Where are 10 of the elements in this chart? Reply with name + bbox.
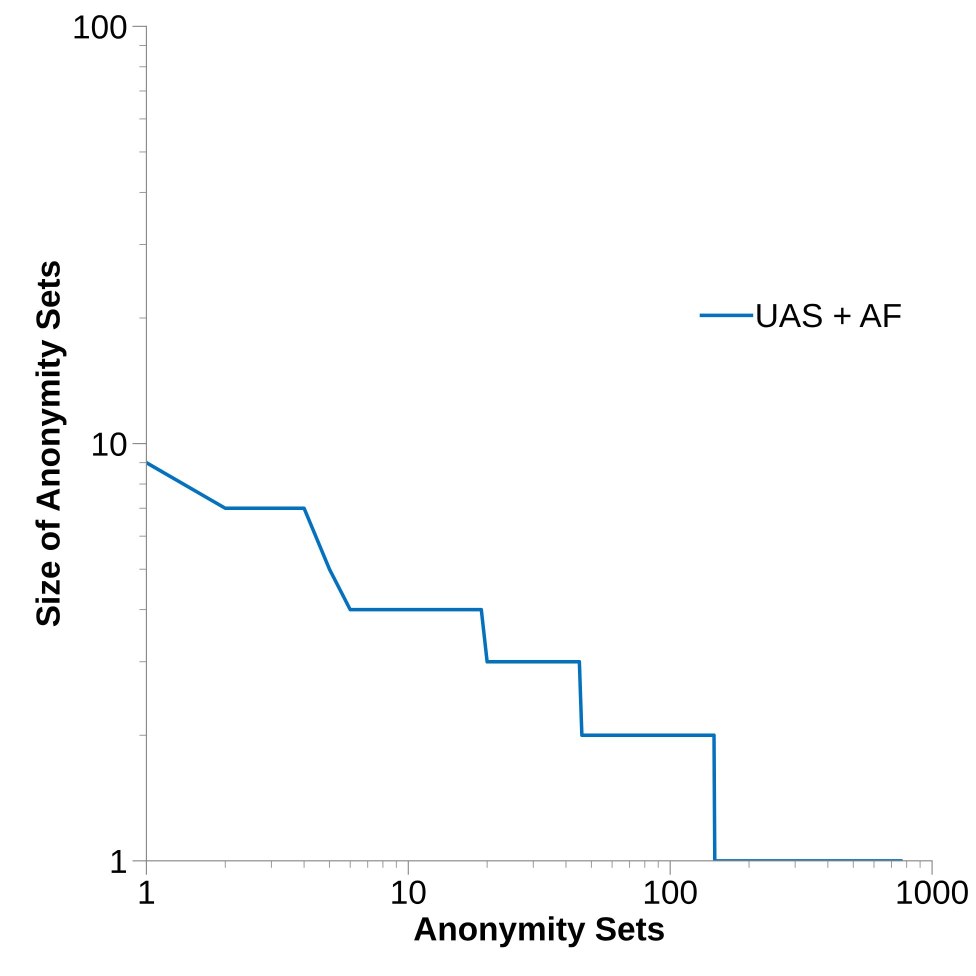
y-tick-label: 1 bbox=[112, 850, 126, 873]
x-tick-label: 1000 bbox=[898, 880, 968, 904]
y-axis-title: Size of Anonymity Sets bbox=[35, 261, 66, 626]
x-axis-title: Anonymity Sets bbox=[414, 916, 664, 948]
y-tick-label: 100 bbox=[74, 15, 126, 39]
x-tick-label: 10 bbox=[392, 880, 426, 904]
legend-label: UAS + AF bbox=[757, 304, 901, 328]
y-tick-label: 10 bbox=[93, 432, 126, 456]
x-tick-label: 100 bbox=[644, 880, 697, 904]
x-tick-label: 1 bbox=[140, 880, 154, 904]
